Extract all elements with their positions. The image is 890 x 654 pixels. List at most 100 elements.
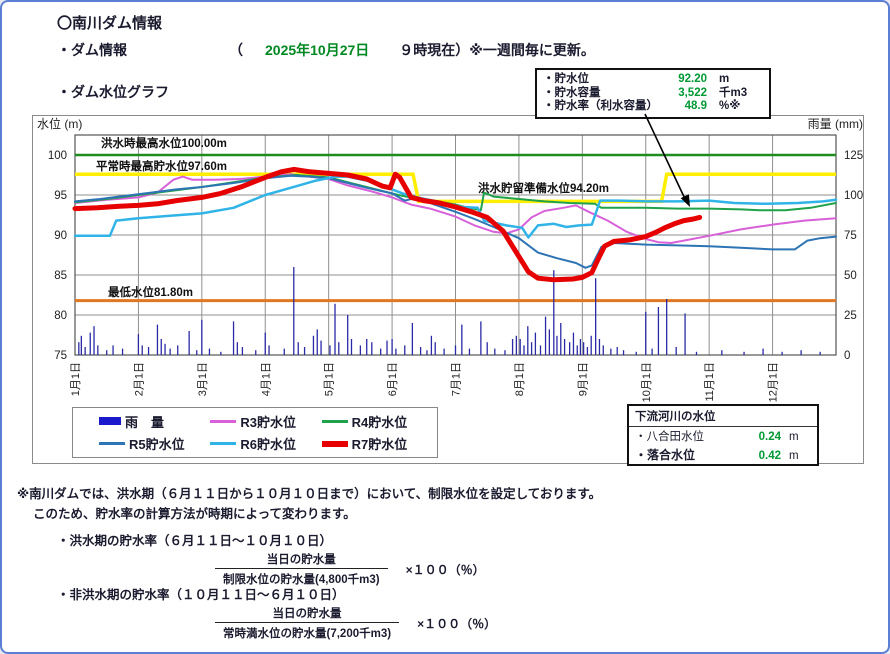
reservoir-status-box: ・貯水位 92.20 m ・貯水容量 3,522 千m3 ・貯水率（利水容量） 48.9 %※ <box>535 68 771 119</box>
legend-label: 雨 量 <box>125 414 165 430</box>
legend-label: R6貯水位 <box>240 437 296 453</box>
x-tick-label: 12月1日 <box>768 362 780 402</box>
legend-label: R7貯水位 <box>351 437 408 453</box>
legend-swatch-icon <box>321 440 348 447</box>
info-value: 3,522 <box>678 86 707 99</box>
dam-level-chart: 洪水時最高水位100.00m 平常時最高貯水位97.60m 洪水貯留準備水位94.2… <box>32 115 864 464</box>
x-tick-label: 4月1日 <box>260 362 272 396</box>
update-note: ９時現在）※一週間毎に更新。 <box>399 42 595 58</box>
river-unit: m <box>789 431 799 443</box>
formula-numerator: 当日の貯水量 <box>266 554 336 566</box>
legend-item-2: R4貯水位 <box>321 412 433 431</box>
legend-item-4: R6貯水位 <box>210 434 321 453</box>
formula-fraction: 当日の貯水量常時満水位の貯水量(7,200千m3) <box>215 605 400 641</box>
legend-label: R4貯水位 <box>351 414 408 430</box>
legend-label: R3貯水位 <box>240 414 296 430</box>
info-unit: 千m3 <box>719 86 748 99</box>
river-label: ・八合田水位 <box>635 431 704 443</box>
storage-rate-formula-0: ・洪水期の貯水率（６月１１日～１０月１０日） 当日の貯水量制限水位の貯水量(4,8… <box>57 530 485 587</box>
river-unit: m <box>789 450 799 462</box>
river-label: ・落合水位 <box>635 448 696 462</box>
series-line-2 <box>74 174 837 269</box>
series-line-0 <box>74 173 837 244</box>
formula-fraction: 当日の貯水量制限水位の貯水量(4,800千m3) <box>215 551 388 587</box>
legend-swatch-icon <box>321 419 348 423</box>
info-value: 92.20 <box>678 73 707 85</box>
legend-swatch-icon <box>99 417 121 426</box>
x-tick-label: 7月1日 <box>451 362 463 396</box>
y-left-tick: 100 <box>48 150 67 162</box>
river-value: 0.42 <box>758 450 781 462</box>
y-right-tick: 100 <box>844 190 863 202</box>
legend-swatch-icon <box>210 419 237 423</box>
page-title: 〇南川ダム情報 <box>57 15 163 32</box>
storage-rate-formula-1: ・非洪水期の貯水率（１０月１１日～６月１０日） 当日の貯水量常時満水位の貯水量(7… <box>57 584 496 641</box>
x-tick-label: 3月1日 <box>197 362 209 396</box>
chart-legend: 雨 量 R3貯水位 R4貯水位 R5貯水位 R6貯水位 R7貯水位 <box>72 407 438 458</box>
river-row-1: ・落合水位 0.42 m <box>629 445 817 464</box>
formula-denominator: 常時満水位の貯水量(7,200千m3) <box>215 622 400 641</box>
y-left-tick: 85 <box>54 270 67 282</box>
dam-info-label: ・ダム情報 <box>57 42 127 58</box>
x-tick-label: 8月1日 <box>514 362 526 396</box>
paren-open: （ <box>229 42 243 58</box>
x-tick-label: 11月1日 <box>704 362 716 402</box>
info-label: ・貯水位 <box>543 73 589 85</box>
x-tick-label: 2月1日 <box>133 362 145 396</box>
report-date: 2025年10月27日 <box>265 42 370 58</box>
x-tick-label: 9月1日 <box>577 362 589 396</box>
flood-season-note: ※南川ダムでは、洪水期（６月１１日から１０月１０日まで）において、制限水位を設定… <box>17 484 601 524</box>
formula-suffix: ×１００（％） <box>417 616 497 631</box>
legend-item-5: R7貯水位 <box>321 434 433 453</box>
info-label: ・貯水率（利水容量） <box>543 100 658 112</box>
river-box-title: 下流河川の水位 <box>629 406 817 427</box>
info-row-1: ・貯水容量 3,522 千m3 <box>543 87 763 101</box>
ref-line-label-0: 洪水時最高水位100.00m <box>101 136 227 150</box>
info-unit: %※ <box>719 100 741 112</box>
ref-line-label-2: 洪水貯留準備水位94.20m <box>478 181 609 195</box>
info-label: ・貯水容量 <box>543 86 601 99</box>
ref-line-label-1: 平常時最高貯水位97.60m <box>96 159 227 173</box>
formula-numerator: 当日の貯水量 <box>272 608 342 620</box>
legend-item-3: R5貯水位 <box>99 434 210 453</box>
y-right-tick: 125 <box>844 150 863 162</box>
y-right-axis-title: 雨量 (mm) <box>808 117 863 131</box>
x-tick-label: 5月1日 <box>324 362 336 396</box>
legend-item-0: 雨 量 <box>99 412 210 431</box>
formula-row: 当日の貯水量制限水位の貯水量(4,800千m3) ×１００（％） <box>215 551 485 587</box>
info-row-0: ・貯水位 92.20 m <box>543 73 763 87</box>
y-right-tick: 25 <box>844 310 857 322</box>
formula-title: ・非洪水期の貯水率（１０月１１日～６月１０日） <box>57 588 345 602</box>
x-tick-label: 6月1日 <box>387 362 399 396</box>
river-row-0: ・八合田水位 0.24 m <box>629 427 817 445</box>
y-left-tick: 75 <box>54 350 67 362</box>
formula-row: 当日の貯水量常時満水位の貯水量(7,200千m3) ×１００（％） <box>215 605 496 641</box>
legend-swatch-icon <box>210 442 237 446</box>
note-line-2: このため、貯水率の計算方法が時期によって変わります。 <box>33 507 356 521</box>
y-left-tick: 80 <box>54 310 67 322</box>
y-left-axis-title: 水位 (m) <box>37 116 82 131</box>
x-tick-label: 1月1日 <box>70 362 82 396</box>
formula-suffix: ×１００（％） <box>405 562 485 577</box>
note-line-1: ※南川ダムでは、洪水期（６月１１日から１０月１０日まで）において、制限水位を設定… <box>17 487 602 501</box>
graph-section-label: ・ダム水位グラフ <box>57 84 169 100</box>
y-right-tick: 75 <box>844 230 857 242</box>
legend-swatch-icon <box>99 442 125 446</box>
y-right-tick: 50 <box>844 270 857 282</box>
y-left-tick: 90 <box>54 230 67 242</box>
x-tick-label: 10月1日 <box>641 362 653 402</box>
formula-title: ・洪水期の貯水率（６月１１日～１０月１０日） <box>57 534 333 548</box>
legend-label: R5貯水位 <box>129 437 185 453</box>
legend-item-1: R3貯水位 <box>210 412 321 431</box>
series-line-4 <box>72 166 703 283</box>
river-value: 0.24 <box>758 431 781 443</box>
downstream-river-box: 下流河川の水位 ・八合田水位 0.24 m ・落合水位 0.42 m <box>627 404 819 466</box>
info-unit: m <box>719 73 730 85</box>
ref-line-label-3: 最低水位81.80m <box>108 285 193 299</box>
dam-info-header: ・ダム情報 （ 2025年10月27日 ９時現在）※一週間毎に更新。 <box>57 40 595 60</box>
y-left-tick: 95 <box>54 190 67 202</box>
formula-denominator: 制限水位の貯水量(4,800千m3) <box>215 568 388 587</box>
info-value: 48.9 <box>684 100 707 112</box>
info-row-2: ・貯水率（利水容量） 48.9 %※ <box>543 100 763 114</box>
